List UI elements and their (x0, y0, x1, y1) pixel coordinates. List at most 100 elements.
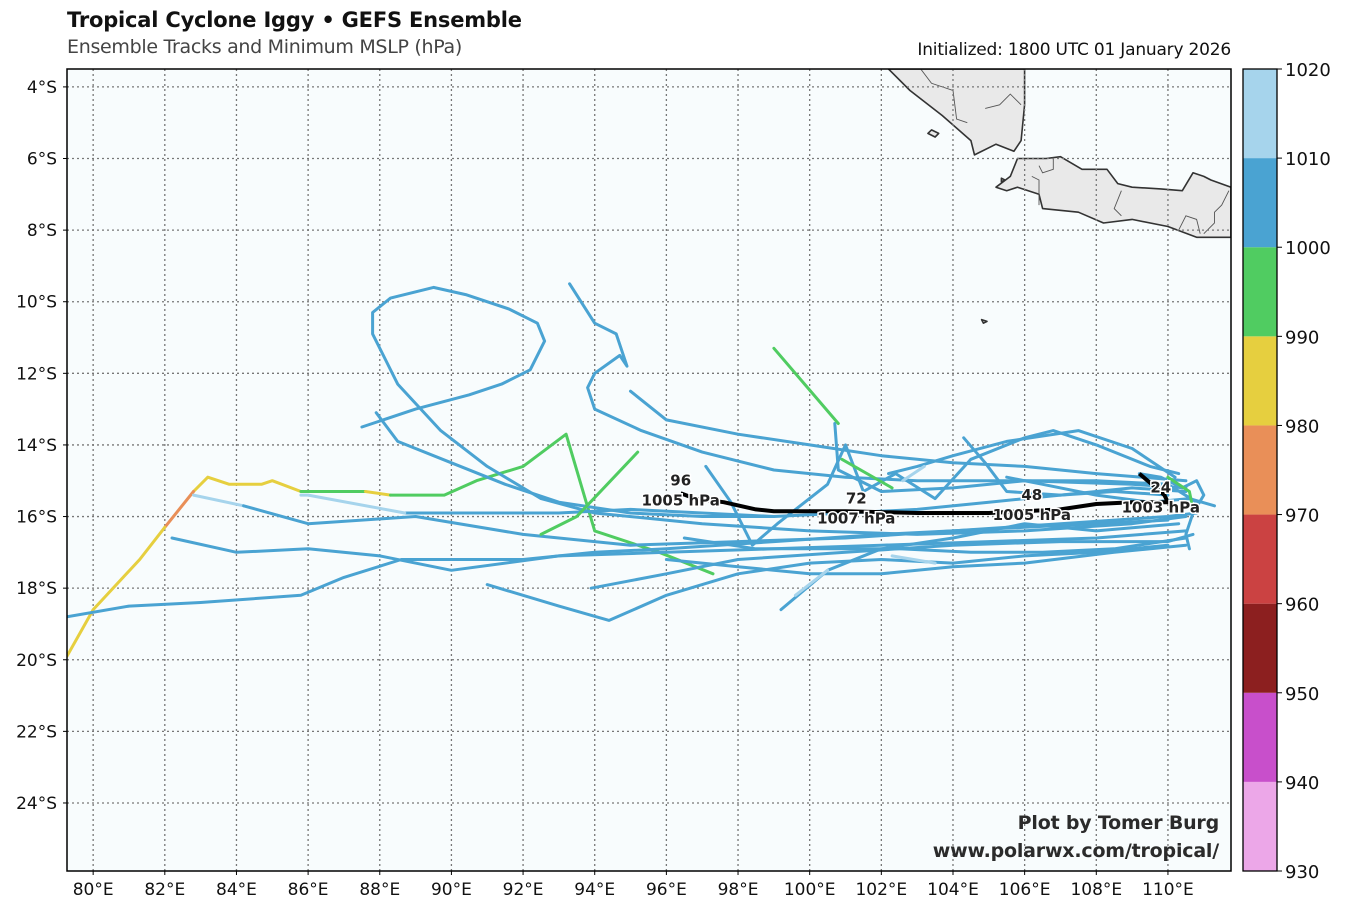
y-tick-label: 20°S (16, 651, 57, 671)
y-tick-label: 22°S (16, 722, 57, 742)
admin-border (985, 93, 1022, 109)
ensemble-mean-track: 24 1003 hPa 48 1005 hPa 72 1007 hPa 96 1005 hPa (640, 470, 1201, 529)
colorbar-segment-960 (1243, 514, 1277, 604)
mean-track-hour-label: 96 (670, 471, 691, 489)
ensemble-track-7 (363, 490, 392, 497)
ensemble-track-13 (360, 285, 1188, 536)
admin-border (1113, 190, 1122, 217)
x-tick-label: 108°E (1070, 880, 1122, 900)
x-tick-label: 94°E (574, 880, 615, 900)
admin-border (1031, 175, 1040, 206)
mean-track-hour-label: 24 (1150, 479, 1171, 497)
ensemble-track-31 (1166, 475, 1195, 511)
ensemble-track-32 (793, 568, 830, 597)
colorbar-label: 990 (1285, 327, 1319, 348)
colorbar-segment-930 (1243, 781, 1277, 871)
ensemble-track-27 (1137, 472, 1206, 551)
ensemble-track-33 (901, 464, 926, 483)
colorbar-segment-980 (1243, 336, 1277, 426)
x-tick-label: 86°E (288, 880, 329, 900)
x-tick-label: 84°E (216, 880, 257, 900)
ensemble-track-22 (833, 422, 1199, 504)
colorbar-label: 950 (1285, 684, 1319, 705)
plot-frame (66, 68, 1232, 872)
x-tick-label: 82°E (144, 880, 185, 900)
ensemble-track-25 (664, 543, 1188, 576)
ensemble-tracks (67, 282, 1216, 658)
colorbar-label: 980 (1285, 416, 1319, 437)
ensemble-track-12 (67, 518, 1170, 619)
colorbar-frame (1242, 68, 1278, 872)
ensemble-track-11 (170, 529, 1188, 572)
x-tick-label: 88°E (359, 880, 400, 900)
colorbar-label: 1020 (1285, 60, 1331, 81)
mean-track-mslp-label: 1005 hPa (993, 506, 1071, 524)
admin-border (1038, 158, 1054, 174)
ensemble-track-28 (772, 346, 840, 425)
ensemble-track-19 (704, 429, 1181, 547)
ensemble-track-23 (962, 436, 1170, 497)
y-tick-label: 18°S (16, 579, 57, 599)
ensemble-track-5 (67, 525, 167, 658)
chart-subtitle: Ensemble Tracks and Minimum MSLP (hPa) (67, 36, 462, 58)
credit-author: Plot by Tomer Burg (1017, 812, 1220, 834)
y-tick-label: 8°S (27, 221, 57, 241)
land-island-a (927, 129, 940, 138)
initialized-time: Initialized: 1800 UTC 01 January 2026 (917, 40, 1231, 60)
colorbar-label: 930 (1285, 862, 1319, 883)
y-tick-label: 24°S (16, 794, 57, 814)
ensemble-track-24 (682, 536, 1188, 554)
ensemble-track-34 (890, 554, 937, 565)
y-tick-label: 12°S (16, 364, 57, 384)
x-axis-ticks: 80°E 82°E 84°E 86°E 88°E 90°E 92°E 94°E 96°E 98°E… (73, 871, 1194, 900)
x-tick-label: 92°E (503, 880, 544, 900)
y-tick-label: 10°S (16, 293, 57, 313)
mean-track-mslp-label: 1005 hPa (642, 491, 720, 509)
colorbar-segment-1000 (1243, 158, 1277, 248)
colorbar-segment-1010 (1243, 69, 1277, 159)
ensemble-track-29 (840, 457, 894, 490)
ensemble-track-14 (374, 411, 776, 518)
y-tick-label: 14°S (16, 436, 57, 456)
mean-track-hour-label: 48 (1021, 486, 1042, 504)
admin-border (1178, 215, 1201, 234)
ensemble-track-4 (163, 490, 195, 529)
x-tick-label: 104°E (927, 880, 979, 900)
colorbar-label: 940 (1285, 773, 1319, 794)
colorbar-segment-970 (1243, 425, 1277, 515)
ensemble-track-21 (887, 429, 1177, 479)
map-background (67, 69, 1231, 871)
gridlines (67, 69, 1231, 871)
x-tick-label: 102°E (855, 880, 907, 900)
y-tick-label: 4°S (27, 78, 57, 98)
y-tick-label: 16°S (16, 508, 57, 528)
credit-url[interactable]: www.polarwx.com/tropical/ (932, 840, 1219, 862)
x-tick-label: 98°E (718, 880, 759, 900)
colorbar-label: 1000 (1285, 238, 1331, 259)
ensemble-track-16 (629, 389, 1188, 483)
colorbar-segment-940 (1243, 692, 1277, 782)
colorbar-label: 1010 (1285, 149, 1331, 170)
x-tick-label: 100°E (784, 880, 836, 900)
land-java (995, 155, 1231, 239)
land-island-c (980, 318, 988, 325)
ensemble-track-2 (299, 493, 407, 515)
ensemble-track-30 (539, 450, 640, 536)
y-tick-label: 6°S (27, 150, 57, 170)
mean-track-hour-label: 72 (846, 489, 867, 507)
land-sumatra-south (887, 69, 1026, 156)
colorbar-segment-950 (1243, 603, 1277, 693)
mean-track-mslp-label: 1003 hPa (1122, 499, 1200, 517)
x-tick-label: 80°E (73, 880, 114, 900)
ensemble-track-3 (192, 475, 303, 493)
ensemble-track-10 (242, 504, 1199, 547)
mean-track-line (680, 472, 1170, 515)
colorbar-label: 960 (1285, 595, 1319, 616)
land-layer (887, 69, 1231, 325)
mean-track-mslp-label: 1007 hPa (817, 509, 895, 527)
x-tick-label: 110°E (1142, 880, 1194, 900)
ensemble-track-18 (485, 543, 1170, 622)
ensemble-track-26 (1005, 475, 1216, 508)
x-tick-label: 106°E (999, 880, 1051, 900)
